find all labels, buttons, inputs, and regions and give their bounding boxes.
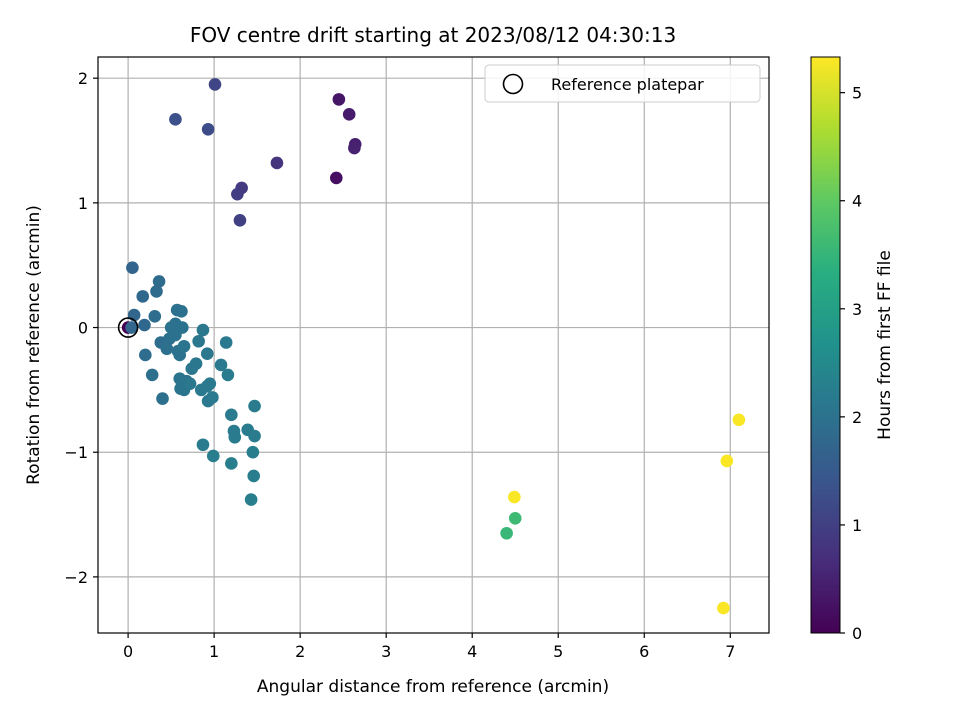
- data-point: [214, 358, 228, 372]
- legend-label: Reference platepar: [551, 75, 704, 94]
- y-tick-label: 0: [78, 319, 88, 338]
- data-point: [177, 339, 191, 353]
- colorbar-tick-label: 2: [852, 408, 862, 427]
- data-point: [169, 328, 182, 342]
- data-point: [508, 490, 521, 504]
- y-tick-label: 2: [78, 69, 88, 88]
- colorbar-ticks: 0 1 2 3 4 5: [840, 84, 862, 643]
- data-point: [183, 377, 197, 390]
- x-tick-label: 6: [639, 642, 649, 661]
- data-point: [196, 323, 210, 337]
- colorbar-tick-label: 0: [852, 624, 862, 643]
- x-tick-label: 3: [381, 642, 391, 661]
- data-point: [228, 430, 242, 444]
- data-point: [139, 348, 152, 362]
- data-point: [148, 310, 162, 323]
- data-point: [136, 290, 150, 303]
- legend-box: [484, 64, 761, 103]
- data-point: [138, 318, 151, 332]
- x-tick-label: 7: [725, 642, 735, 661]
- data-point: [720, 454, 734, 468]
- data-point: [231, 187, 244, 201]
- colorbar-tick-label: 4: [852, 192, 862, 211]
- colorbar-tick-label: 3: [852, 300, 862, 319]
- data-point: [508, 511, 522, 525]
- x-tick-label: 0: [123, 642, 133, 661]
- data-point: [160, 342, 174, 356]
- data-point: [206, 391, 219, 404]
- x-tick-label: 2: [295, 642, 305, 661]
- data-point: [192, 334, 205, 348]
- data-point: [208, 78, 222, 91]
- y-tick-label: −1: [64, 443, 88, 462]
- y-tick-label: −2: [64, 568, 88, 587]
- x-tick-label: 4: [467, 642, 477, 661]
- y-axis-label: Rotation from reference (arcmin): [24, 205, 44, 485]
- data-point: [126, 261, 139, 275]
- colorbar: [811, 57, 840, 633]
- data-point: [189, 357, 203, 371]
- data-point: [219, 336, 233, 349]
- legend: Reference platepar: [484, 64, 761, 103]
- reference-marker: [117, 317, 139, 338]
- data-point: [169, 113, 182, 126]
- data-point: [248, 429, 261, 443]
- data-point: [221, 368, 235, 382]
- data-point: [200, 347, 214, 361]
- data-point: [248, 399, 261, 413]
- data-point: [152, 275, 166, 288]
- data-point: [244, 493, 258, 506]
- data-point: [233, 214, 247, 227]
- legend-marker: [502, 73, 524, 95]
- plot-frame: [97, 56, 770, 634]
- x-tick-label: 1: [209, 642, 219, 661]
- data-point: [500, 526, 513, 540]
- data-point: [225, 408, 238, 422]
- data-point: [246, 445, 260, 459]
- data-point: [732, 413, 746, 427]
- x-axis-label: Angular distance from reference (arcmin): [257, 677, 609, 697]
- data-point: [150, 285, 163, 298]
- data-point: [145, 368, 159, 382]
- data-point: [225, 457, 238, 470]
- data-point: [717, 601, 730, 615]
- data-point: [203, 377, 217, 390]
- data-point: [196, 438, 210, 452]
- data-point: [125, 321, 138, 334]
- data-point: [156, 392, 169, 405]
- data-point: [348, 141, 361, 155]
- data-point: [201, 123, 215, 136]
- data-points: [121, 78, 746, 615]
- data-point: [206, 449, 220, 463]
- data-point: [175, 305, 188, 318]
- y-tick-label: 1: [78, 194, 88, 213]
- colorbar-tick-label: 5: [852, 84, 862, 103]
- reference-platepar-marker: [117, 317, 139, 338]
- data-point: [332, 93, 346, 106]
- data-point: [329, 171, 343, 185]
- x-axis-ticks: 0 1 2 3 4 5 6 7: [123, 633, 735, 661]
- data-point: [247, 469, 261, 483]
- x-tick-label: 5: [553, 642, 563, 661]
- data-point: [342, 108, 356, 121]
- colorbar-label: Hours from first FF file: [875, 250, 895, 440]
- colorbar-tick-label: 1: [852, 516, 862, 535]
- y-axis-ticks: −2 −1 0 1 2: [64, 69, 98, 587]
- chart-title: FOV centre drift starting at 2023/08/12 …: [190, 23, 676, 47]
- colorbar-frame: [810, 56, 841, 634]
- data-point: [270, 156, 284, 170]
